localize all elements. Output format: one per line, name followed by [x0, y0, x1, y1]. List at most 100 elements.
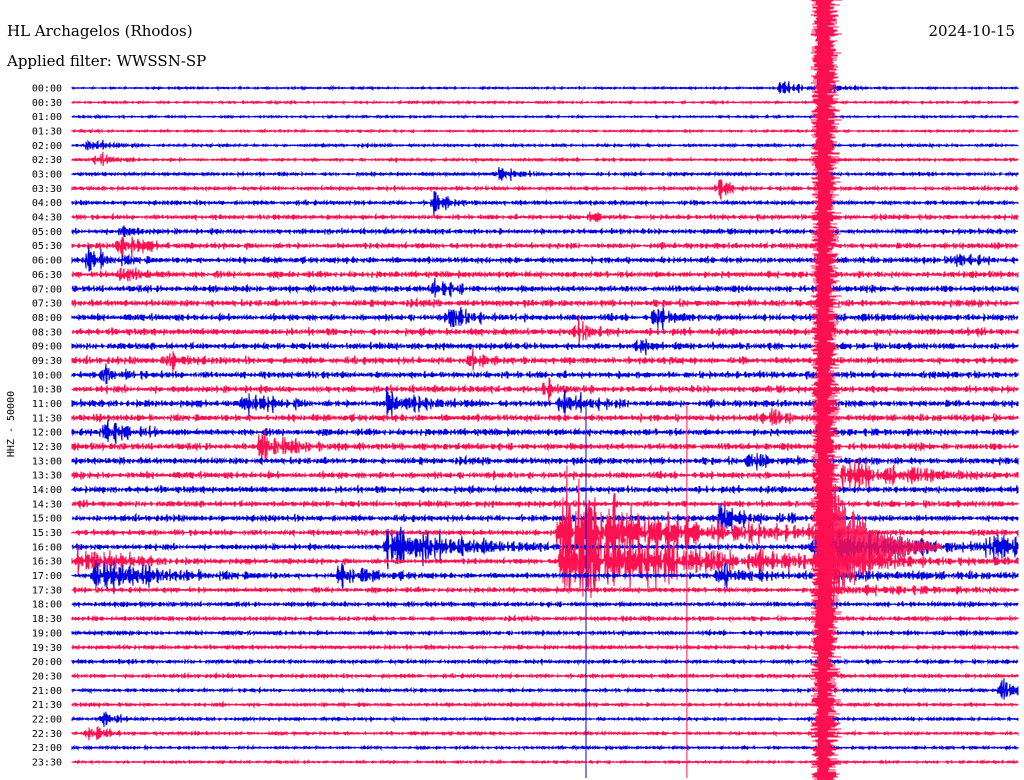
trace-row-0300 — [71, 166, 1019, 182]
trace-row-1330 — [71, 457, 1019, 491]
time-tick-label: 01:00 — [32, 112, 62, 123]
time-tick-label: 16:30 — [32, 557, 62, 568]
trace-row-1230 — [71, 429, 1019, 461]
time-tick-label: 10:30 — [32, 385, 62, 396]
trace-row-1830 — [71, 614, 1019, 623]
time-tick-label: 19:30 — [32, 643, 62, 654]
time-tick-label: 21:30 — [32, 700, 62, 711]
station-title: HL Archagelos (Rhodos) — [7, 22, 193, 40]
date-label: 2024-10-15 — [929, 22, 1015, 40]
time-tick-label: 13:00 — [32, 456, 62, 467]
trace-row-1700 — [71, 560, 1019, 594]
time-tick-label: 22:30 — [32, 729, 62, 740]
time-tick-label: 18:00 — [32, 600, 62, 611]
trace-row-2030 — [71, 671, 1019, 681]
time-tick-label: 02:00 — [32, 141, 62, 152]
time-tick-label: 05:00 — [32, 227, 62, 238]
time-tick-label: 06:00 — [32, 256, 62, 267]
trace-row-0530 — [71, 236, 1019, 258]
trace-row-1200 — [71, 419, 1019, 445]
time-tick-label: 05:30 — [32, 241, 62, 252]
time-tick-label: 06:30 — [32, 270, 62, 281]
time-tick-label: 19:00 — [32, 628, 62, 639]
time-tick-label: 21:00 — [32, 686, 62, 697]
time-tick-label: 07:30 — [32, 299, 62, 310]
time-tick-label: 08:00 — [32, 313, 62, 324]
y-axis-label: HHZ - 50000 — [6, 391, 17, 457]
trace-row-0000 — [71, 80, 1019, 95]
trace-row-1000 — [71, 363, 1019, 385]
time-tick-label: 07:00 — [32, 284, 62, 295]
time-tick-label: 16:00 — [32, 542, 62, 553]
time-tick-label: 13:30 — [32, 471, 62, 482]
trace-row-0930 — [71, 347, 1019, 373]
time-tick-label: 04:30 — [32, 213, 62, 224]
earthquake-coda — [821, 459, 942, 626]
trace-row-1530 — [71, 465, 1019, 587]
trace-row-1100 — [71, 386, 1019, 419]
time-tick-label: 20:00 — [32, 657, 62, 668]
trace-row-1900 — [71, 628, 1019, 638]
trace-row-1500 — [71, 503, 1019, 536]
trace-row-1730 — [71, 584, 1019, 597]
trace-group — [71, 0, 1019, 780]
trace-row-1030 — [71, 377, 1019, 404]
time-tick-label: 00:00 — [32, 84, 62, 95]
trace-row-1400 — [71, 484, 1019, 495]
trace-row-1930 — [71, 643, 1019, 652]
time-tick-label: 14:30 — [32, 499, 62, 510]
time-tick-label: 03:30 — [32, 184, 62, 195]
time-tick-label: 00:30 — [32, 98, 62, 109]
trace-row-1430 — [71, 498, 1019, 510]
trace-row-0500 — [71, 225, 1019, 238]
trace-row-0100 — [71, 113, 1019, 120]
trace-row-0030 — [71, 99, 1019, 106]
trace-row-0700 — [71, 277, 1019, 298]
trace-row-0130 — [71, 127, 1019, 135]
trace-row-0430 — [71, 211, 1019, 223]
time-tick-label: 10:00 — [32, 370, 62, 381]
trace-row-1800 — [71, 599, 1019, 609]
time-tick-label: 11:30 — [32, 413, 62, 424]
trace-row-0830 — [71, 315, 1019, 345]
trace-row-2330 — [71, 758, 1019, 766]
time-tick-group: 00:00 00:30 01:00 01:30 02:00 02:30 03:00 03:30… — [32, 84, 62, 769]
trace-row-2130 — [71, 700, 1019, 709]
time-tick-label: 04:00 — [32, 198, 62, 209]
time-tick-label: 15:30 — [32, 528, 62, 539]
time-tick-label: 12:00 — [32, 428, 62, 439]
time-tick-label: 09:30 — [32, 356, 62, 367]
time-tick-label: 23:00 — [32, 743, 62, 754]
time-tick-label: 09:00 — [32, 342, 62, 353]
time-tick-label: 23:30 — [32, 757, 62, 768]
trace-row-2000 — [71, 657, 1019, 666]
trace-row-0900 — [71, 338, 1019, 356]
time-tick-label: 08:30 — [32, 327, 62, 338]
trace-row-2230 — [71, 725, 1019, 741]
trace-row-0200 — [71, 139, 1019, 151]
trace-row-0230 — [71, 151, 1019, 167]
time-tick-label: 17:30 — [32, 585, 62, 596]
trace-row-0630 — [71, 266, 1019, 282]
time-tick-label: 17:00 — [32, 571, 62, 582]
trace-row-0600 — [71, 245, 1019, 272]
time-tick-label: 20:30 — [32, 671, 62, 682]
trace-row-2300 — [71, 743, 1019, 752]
trace-row-0730 — [71, 296, 1019, 309]
time-tick-label: 03:00 — [32, 170, 62, 181]
time-tick-label: 01:30 — [32, 127, 62, 138]
trace-row-1130 — [71, 408, 1019, 426]
trace-row-0330 — [71, 179, 1019, 200]
trace-row-1300 — [71, 453, 1019, 471]
time-tick-label: 18:30 — [32, 614, 62, 625]
time-tick-label: 22:00 — [32, 714, 62, 725]
time-tick-label: 15:00 — [32, 514, 62, 525]
time-tick-label: 02:30 — [32, 155, 62, 166]
trace-row-2100 — [71, 678, 1019, 700]
trace-row-0400 — [71, 191, 1019, 217]
trace-row-0800 — [71, 307, 1019, 331]
time-tick-label: 11:00 — [32, 399, 62, 410]
time-tick-label: 14:00 — [32, 485, 62, 496]
time-tick-label: 12:30 — [32, 442, 62, 453]
